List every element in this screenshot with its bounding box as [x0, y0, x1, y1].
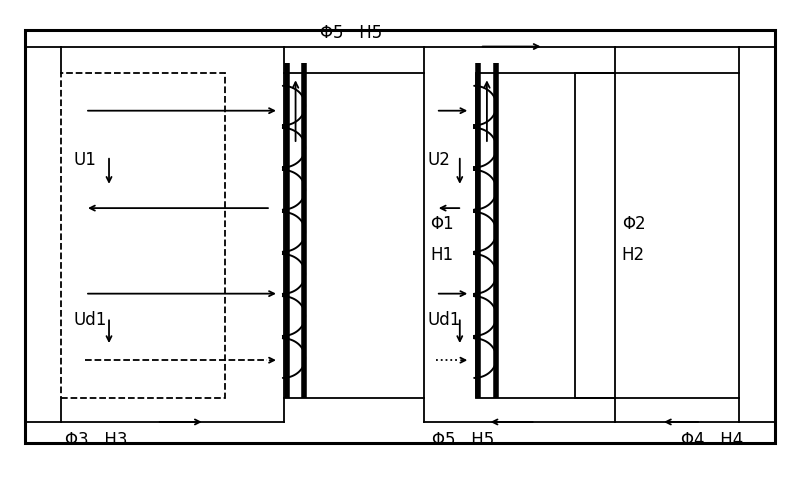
Bar — [285, 73, 424, 398]
Text: Φ1: Φ1 — [430, 216, 454, 233]
Text: Φ5   H5: Φ5 H5 — [432, 431, 494, 449]
Text: Φ3   H3: Φ3 H3 — [65, 431, 128, 449]
Bar — [575, 73, 739, 398]
Text: Φ5   H5: Φ5 H5 — [320, 24, 382, 43]
Text: H1: H1 — [430, 246, 454, 264]
Text: Ud1: Ud1 — [428, 311, 462, 328]
Bar — [26, 30, 774, 444]
Text: H2: H2 — [622, 246, 645, 264]
Text: Ud1: Ud1 — [73, 311, 106, 328]
Bar — [61, 73, 225, 398]
Bar — [476, 73, 615, 398]
Text: U2: U2 — [428, 152, 450, 169]
Text: Φ4   H4: Φ4 H4 — [681, 431, 743, 449]
Text: U1: U1 — [73, 152, 96, 169]
Text: Φ2: Φ2 — [622, 216, 646, 233]
